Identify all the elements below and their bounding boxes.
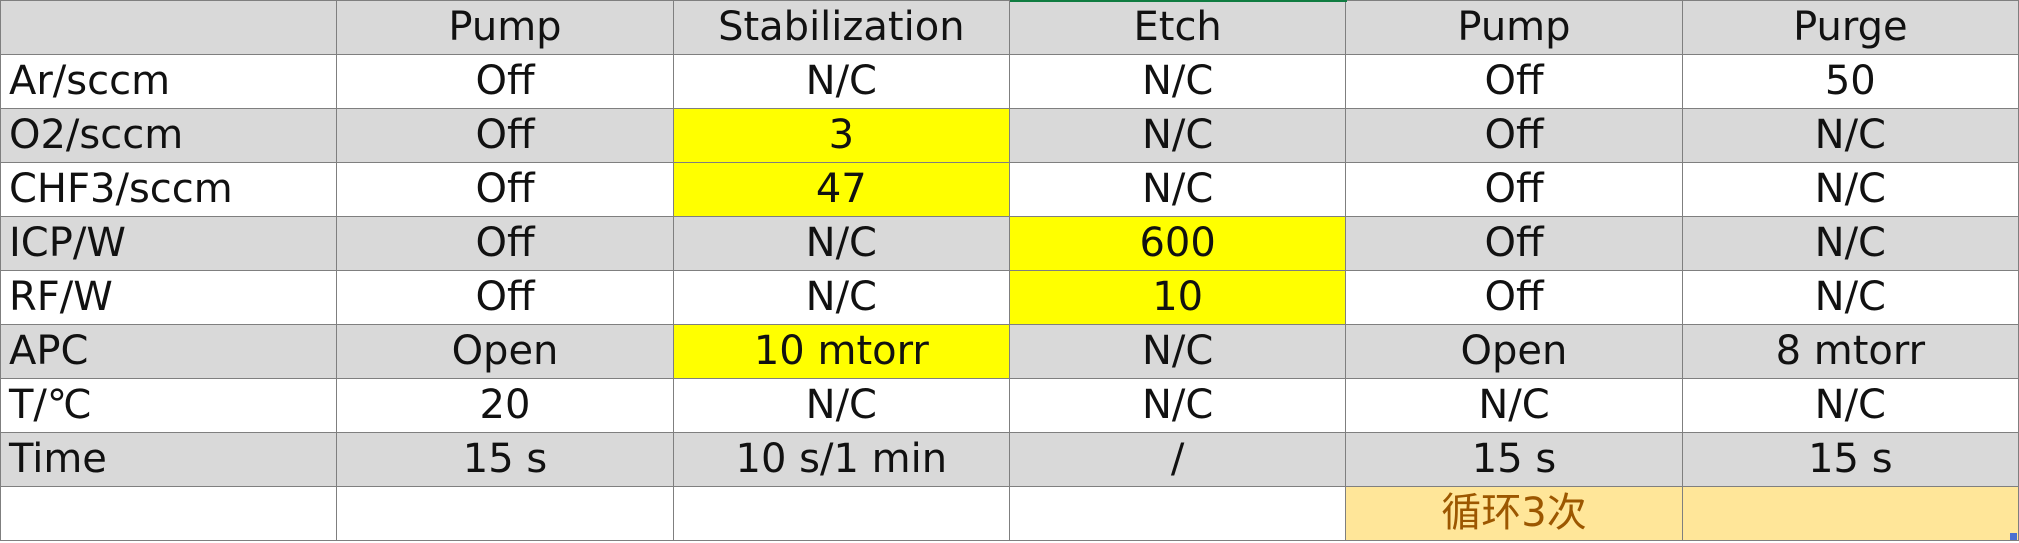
row-label-o2[interactable]: O2/sccm bbox=[0, 108, 338, 163]
cell[interactable]: Off bbox=[1345, 162, 1683, 217]
cell[interactable]: N/C bbox=[1008, 378, 1347, 433]
cell-highlighted[interactable]: 10 mtorr bbox=[672, 324, 1010, 379]
cell-highlighted[interactable]: 47 bbox=[672, 162, 1010, 217]
cell[interactable]: N/C bbox=[1681, 216, 2019, 271]
cell[interactable]: Off bbox=[336, 54, 674, 109]
cell[interactable] bbox=[336, 486, 674, 541]
cell-header-purge[interactable]: Purge bbox=[1681, 0, 2019, 55]
cell[interactable]: 8 mtorr bbox=[1681, 324, 2019, 379]
table-row: RF/W Off N/C 10 Off N/C bbox=[0, 270, 2019, 325]
cell[interactable]: Off bbox=[1345, 270, 1683, 325]
cell[interactable]: Off bbox=[1345, 108, 1683, 163]
cell[interactable]: 10 s/1 min bbox=[672, 432, 1010, 487]
cell-header-pump[interactable]: Pump bbox=[336, 0, 674, 55]
cell[interactable]: N/C bbox=[1008, 54, 1347, 109]
cell-loop-note[interactable]: 循环3次 bbox=[1345, 486, 1683, 541]
cell[interactable]: N/C bbox=[672, 54, 1010, 109]
cell[interactable]: N/C bbox=[1681, 270, 2019, 325]
cell-highlighted[interactable]: 3 bbox=[672, 108, 1010, 163]
cell[interactable]: N/C bbox=[672, 378, 1010, 433]
cell[interactable]: Open bbox=[336, 324, 674, 379]
cell[interactable] bbox=[1008, 486, 1347, 541]
row-label-icp[interactable]: ICP/W bbox=[0, 216, 338, 271]
table-row: Ar/sccm Off N/C N/C Off 50 bbox=[0, 54, 2019, 109]
row-label-empty[interactable] bbox=[0, 486, 338, 541]
cell[interactable]: N/C bbox=[1681, 108, 2019, 163]
cell[interactable]: N/C bbox=[1008, 162, 1347, 217]
header-row: Pump Stabilization Etch Pump Purge bbox=[0, 0, 2019, 55]
cell-header-etch[interactable]: Etch bbox=[1008, 0, 1347, 55]
table-row: CHF3/sccm Off 47 N/C Off N/C bbox=[0, 162, 2019, 217]
cell[interactable] bbox=[672, 486, 1010, 541]
cell-highlighted[interactable]: 10 bbox=[1008, 270, 1347, 325]
cell[interactable]: Off bbox=[336, 270, 674, 325]
row-label-temperature[interactable]: T/℃ bbox=[0, 378, 338, 433]
cell[interactable]: Off bbox=[1345, 54, 1683, 109]
cell[interactable]: N/C bbox=[1008, 324, 1347, 379]
row-label-rf[interactable]: RF/W bbox=[0, 270, 338, 325]
row-label-apc[interactable]: APC bbox=[0, 324, 338, 379]
cell[interactable]: Off bbox=[336, 216, 674, 271]
table-row: 循环3次 bbox=[0, 486, 2019, 541]
row-label-ar[interactable]: Ar/sccm bbox=[0, 54, 338, 109]
cell-header-pump-2[interactable]: Pump bbox=[1345, 0, 1683, 55]
cell-header-stabilization[interactable]: Stabilization bbox=[672, 0, 1010, 55]
cell[interactable]: N/C bbox=[1345, 378, 1683, 433]
cell[interactable]: Off bbox=[1345, 216, 1683, 271]
cell[interactable]: Off bbox=[336, 162, 674, 217]
cell[interactable]: 20 bbox=[336, 378, 674, 433]
cell[interactable]: N/C bbox=[672, 216, 1010, 271]
cell[interactable]: 15 s bbox=[336, 432, 674, 487]
table-row: APC Open 10 mtorr N/C Open 8 mtorr bbox=[0, 324, 2019, 379]
cell[interactable]: Off bbox=[336, 108, 674, 163]
row-label-chf3[interactable]: CHF3/sccm bbox=[0, 162, 338, 217]
row-label-time[interactable]: Time bbox=[0, 432, 338, 487]
table-row: ICP/W Off N/C 600 Off N/C bbox=[0, 216, 2019, 271]
table-row: T/℃ 20 N/C N/C N/C N/C bbox=[0, 378, 2019, 433]
cell[interactable]: / bbox=[1008, 432, 1347, 487]
cell[interactable]: N/C bbox=[1008, 108, 1347, 163]
table-row: O2/sccm Off 3 N/C Off N/C bbox=[0, 108, 2019, 163]
cell-header-corner[interactable] bbox=[0, 0, 338, 55]
cell[interactable]: Open bbox=[1345, 324, 1683, 379]
table-row: Time 15 s 10 s/1 min / 15 s 15 s bbox=[0, 432, 2019, 487]
fill-handle[interactable] bbox=[2010, 533, 2017, 540]
cell[interactable]: 15 s bbox=[1345, 432, 1683, 487]
cell-loop-fill[interactable] bbox=[1681, 486, 2019, 541]
cell[interactable]: N/C bbox=[1681, 378, 2019, 433]
cell-highlighted[interactable]: 600 bbox=[1008, 216, 1347, 271]
cell[interactable]: 15 s bbox=[1681, 432, 2019, 487]
cell[interactable]: N/C bbox=[672, 270, 1010, 325]
selected-column-marker bbox=[1010, 0, 1347, 2]
cell[interactable]: N/C bbox=[1681, 162, 2019, 217]
cell[interactable]: 50 bbox=[1681, 54, 2019, 109]
